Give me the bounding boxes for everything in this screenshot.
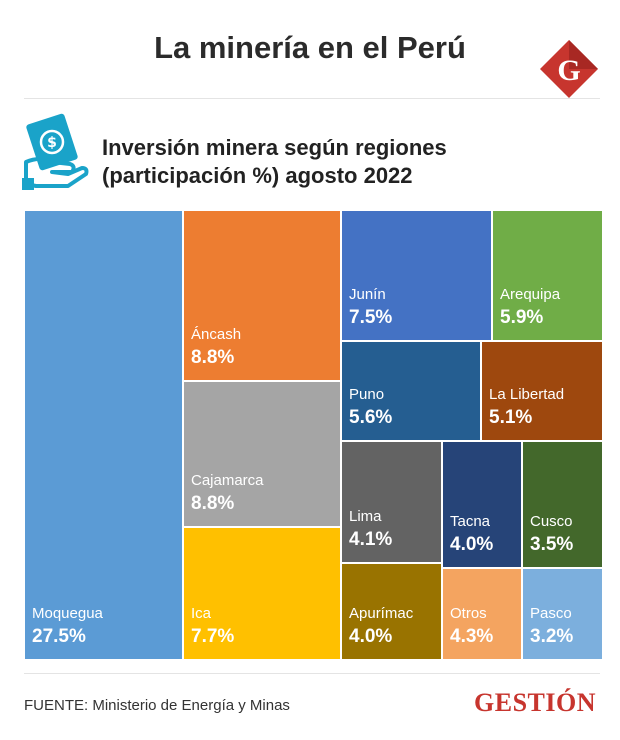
bottom-divider: [24, 673, 600, 674]
money-hand-icon: $: [22, 113, 89, 190]
treemap-value-cusco: 3.5%: [530, 534, 573, 555]
treemap-value-ancash: 8.8%: [191, 347, 234, 368]
treemap-label-cusco: Cusco: [530, 513, 573, 530]
treemap-rect-moquegua: [23, 209, 184, 661]
treemap-rect-apurimac: [340, 562, 443, 661]
treemap-rect-cajamarca: [182, 380, 342, 528]
gestion-logo-icon: G: [540, 40, 598, 98]
treemap-label-pasco: Pasco: [530, 605, 572, 622]
treemap-value-pasco: 3.2%: [530, 626, 573, 647]
top-divider: [24, 98, 600, 99]
treemap-cell-junin: Junín 7.5%: [340, 209, 493, 342]
brand-wordmark: GESTIÓN: [474, 688, 596, 717]
treemap-label-otros: Otros: [450, 605, 487, 622]
treemap-label-moquegua: Moquegua: [32, 605, 104, 622]
treemap-rect-ica: [182, 526, 342, 661]
treemap-value-tacna: 4.0%: [450, 534, 493, 555]
treemap-cell-cajamarca: Cajamarca 8.8%: [182, 380, 342, 528]
treemap-value-ica: 7.7%: [191, 626, 234, 647]
treemap-rect-ancash: [182, 209, 342, 382]
treemap-label-ancash: Áncash: [191, 326, 241, 343]
treemap-cell-puno: Puno 5.6%: [340, 340, 482, 442]
page-title: La minería en el Perú: [154, 30, 466, 65]
treemap-value-junin: 7.5%: [349, 307, 392, 328]
treemap-value-cajamarca: 8.8%: [191, 493, 234, 514]
treemap-label-la-libertad: La Libertad: [489, 386, 564, 403]
treemap-cell-otros: Otros 4.3%: [441, 567, 523, 661]
treemap-label-cajamarca: Cajamarca: [191, 472, 264, 489]
logo-letter: G: [557, 54, 580, 87]
treemap-cell-la-libertad: La Libertad 5.1%: [480, 340, 604, 442]
treemap-rect-la-libertad: [480, 340, 604, 442]
treemap-cell-pasco: Pasco 3.2%: [521, 567, 604, 661]
treemap-label-arequipa: Arequipa: [500, 286, 561, 303]
treemap-value-arequipa: 5.9%: [500, 307, 543, 328]
treemap-cell-arequipa: Arequipa 5.9%: [491, 209, 604, 342]
treemap-cell-ancash: Áncash 8.8%: [182, 209, 342, 382]
treemap-label-ica: Ica: [191, 605, 212, 622]
treemap-value-apurimac: 4.0%: [349, 626, 392, 647]
treemap-value-lima: 4.1%: [349, 529, 392, 550]
source-note: FUENTE: Ministerio de Energía y Minas: [24, 697, 290, 714]
treemap-label-lima: Lima: [349, 508, 382, 525]
treemap-cell-cusco: Cusco 3.5%: [521, 440, 604, 569]
treemap-cell-moquegua: Moquegua 27.5%: [23, 209, 184, 661]
treemap-label-apurimac: Apurímac: [349, 605, 414, 622]
treemap-value-la-libertad: 5.1%: [489, 407, 532, 428]
treemap-cell-ica: Ica 7.7%: [182, 526, 342, 661]
treemap-cell-tacna: Tacna 4.0%: [441, 440, 523, 569]
treemap-value-otros: 4.3%: [450, 626, 493, 647]
treemap-cell-lima: Lima 4.1%: [340, 440, 443, 564]
treemap-cell-apurimac: Apurímac 4.0%: [340, 562, 443, 661]
svg-text:$: $: [47, 135, 57, 151]
treemap-label-junin: Junín: [349, 286, 386, 303]
treemap-rect-pasco: [521, 567, 604, 661]
chart-subtitle: Inversión minera según regiones (partici…: [102, 134, 447, 190]
treemap-value-puno: 5.6%: [349, 407, 392, 428]
chart-subtitle-line: (participación %) agosto 2022: [102, 163, 413, 188]
treemap-rect-cusco: [521, 440, 604, 569]
treemap-label-tacna: Tacna: [450, 513, 491, 530]
treemap-label-puno: Puno: [349, 386, 384, 403]
treemap-value-moquegua: 27.5%: [32, 626, 86, 647]
chart-title-line: Inversión minera según regiones: [102, 135, 447, 160]
treemap-rect-lima: [340, 440, 443, 564]
treemap-rect-arequipa: [491, 209, 604, 342]
